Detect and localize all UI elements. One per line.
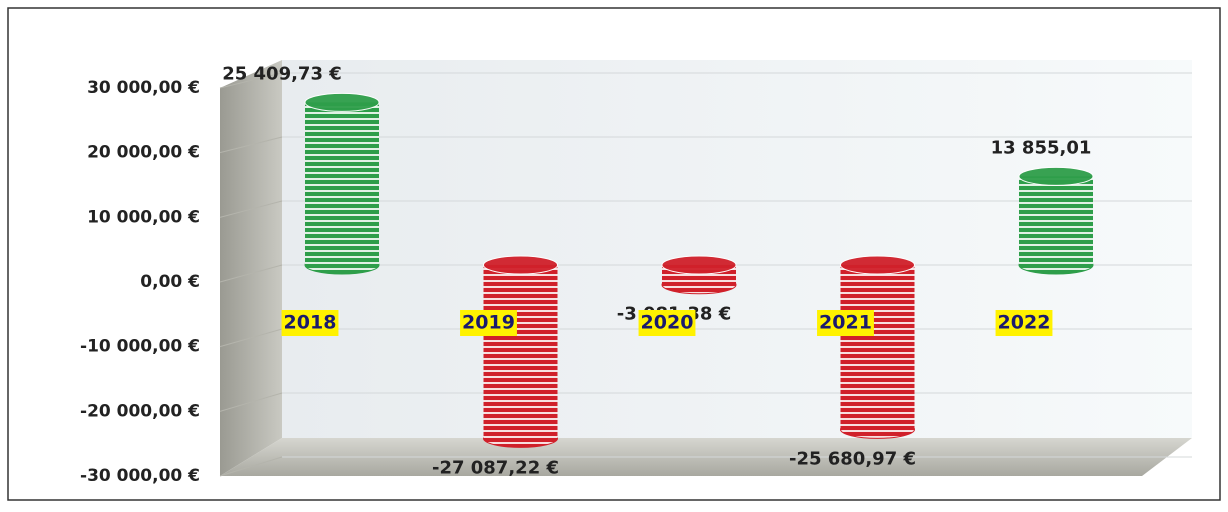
bar [305,102,379,265]
bar-top [483,255,558,275]
grid-line-side [219,264,283,283]
grid-line-side [219,72,283,89]
side-wall [220,60,282,476]
category-highlight [995,310,1053,336]
value-label: 25 409,73 € [222,63,342,84]
bar-top [840,255,915,275]
grid-line-side [219,392,283,412]
y-tick-label: 0,00 € [140,272,200,292]
category-highlight [460,310,517,336]
category-highlight [281,310,339,336]
category-highlight [638,310,696,336]
y-tick-label: 20 000,00 € [87,143,200,163]
category-label: 2022 [998,312,1051,334]
y-tick-label: 30 000,00 € [87,78,200,98]
category-label: 2020 [641,312,694,334]
value-label: 13 855,01 [991,137,1092,158]
grid-line-side [219,136,283,154]
bar [1019,176,1093,265]
bar-top [1018,166,1094,186]
bar [483,265,558,439]
grid-line-side [219,456,283,477]
grid-line-side [219,328,283,348]
value-label: -25 680,97 € [789,448,916,469]
category-label: 2019 [462,312,515,334]
y-tick-label: 10 000,00 € [87,207,200,227]
bar-top [661,255,737,275]
y-tick-label: -30 000,00 € [80,466,200,486]
grid-line-side [219,200,283,218]
category-label: 2021 [819,312,872,334]
category-label: 2018 [284,312,337,334]
bar-top [304,92,380,112]
category-highlight [817,310,874,336]
bar [840,265,915,430]
y-tick-label: -10 000,00 € [80,337,200,357]
value-label: -27 087,22 € [432,457,559,478]
y-tick-label: -20 000,00 € [80,401,200,421]
